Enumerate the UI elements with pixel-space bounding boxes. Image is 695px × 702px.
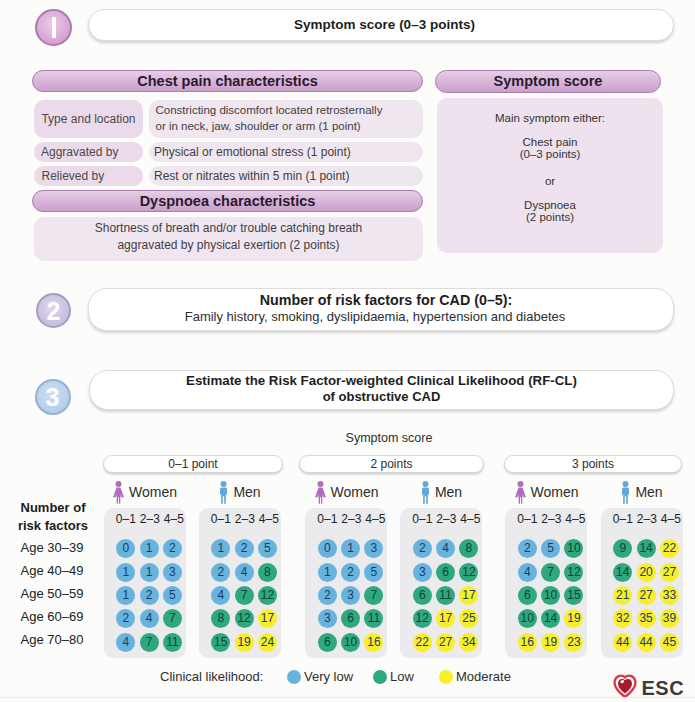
svg-text:ESC: ESC <box>642 677 685 699</box>
